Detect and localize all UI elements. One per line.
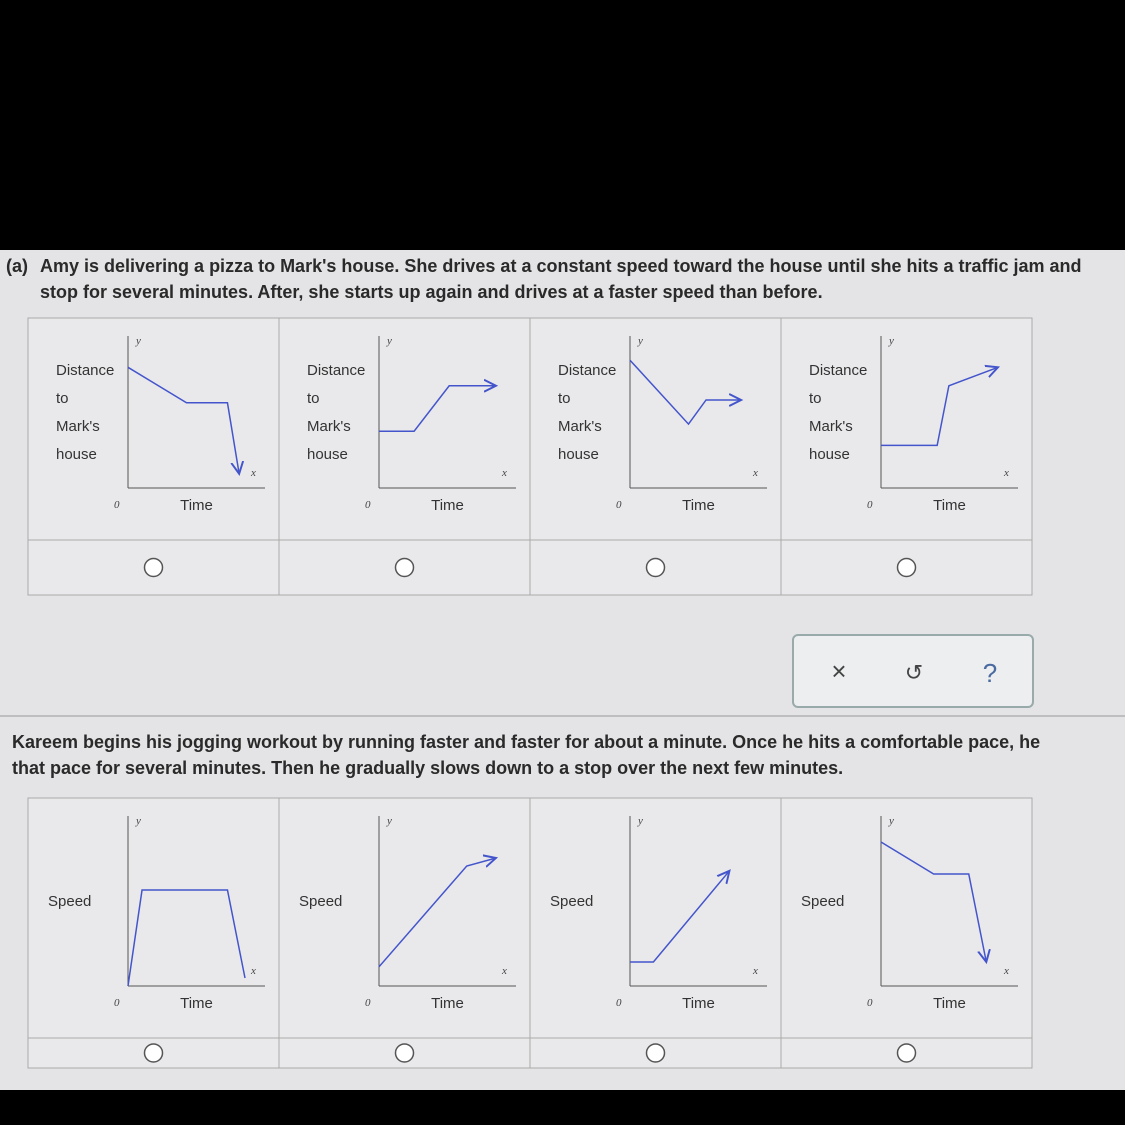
x-label: Time [431, 497, 464, 514]
y-label: to [307, 390, 320, 407]
y-symbol: y [637, 335, 643, 347]
radio-button[interactable] [896, 1043, 917, 1063]
y-label: Mark's [809, 418, 853, 435]
origin: 0 [867, 997, 873, 1009]
question-a-text: Amy is delivering a pizza to Mark's hous… [40, 256, 1082, 276]
x-symbol: x [1003, 467, 1009, 479]
origin: 0 [616, 499, 622, 511]
y-symbol: y [888, 815, 894, 827]
y-label: Distance [558, 362, 616, 379]
question-a-label: (a) [6, 256, 28, 276]
x-symbol: x [250, 467, 256, 479]
y-label: to [558, 390, 571, 407]
y-label: Mark's [307, 418, 351, 435]
radio-button[interactable] [143, 557, 164, 578]
y-label: Speed [801, 893, 844, 910]
x-symbol: x [250, 965, 256, 977]
y-label: Mark's [558, 418, 602, 435]
help-button[interactable]: ? [983, 658, 997, 688]
x-symbol: x [501, 965, 507, 977]
x-label: Time [180, 995, 213, 1012]
graph-line [378, 858, 496, 968]
y-label: house [307, 446, 348, 463]
origin: 0 [365, 499, 371, 511]
graph-line [881, 367, 998, 447]
x-symbol: x [752, 467, 758, 479]
origin: 0 [365, 997, 371, 1009]
question-b-text: Kareem begins his jogging workout by run… [12, 732, 1040, 752]
graph-line [379, 386, 496, 432]
origin: 0 [867, 499, 873, 511]
x-label: Time [180, 497, 213, 514]
y-label: Speed [48, 893, 91, 910]
question-b-text: that pace for several minutes. Then he g… [12, 758, 843, 778]
y-symbol: y [135, 815, 141, 827]
undo-button[interactable]: ↺ [905, 660, 923, 685]
x-symbol: x [501, 467, 507, 479]
x-label: Time [682, 497, 715, 514]
radio-button[interactable] [394, 557, 415, 578]
graph-line [127, 889, 246, 987]
graph-line [880, 841, 986, 962]
close-button[interactable]: × [831, 656, 846, 686]
x-label: Time [933, 497, 966, 514]
graph-line [629, 359, 741, 426]
x-label: Time [431, 995, 464, 1012]
y-symbol: y [135, 335, 141, 347]
origin: 0 [114, 499, 120, 511]
y-label: Distance [56, 362, 114, 379]
x-symbol: x [1003, 965, 1009, 977]
y-label: house [809, 446, 850, 463]
y-label: to [56, 390, 69, 407]
graph-line [127, 366, 239, 474]
x-label: Time [933, 995, 966, 1012]
y-symbol: y [888, 335, 894, 347]
y-label: Distance [307, 362, 365, 379]
question-a-text: stop for several minutes. After, she sta… [40, 282, 823, 302]
y-symbol: y [637, 815, 643, 827]
radio-button[interactable] [896, 557, 917, 578]
y-label: Speed [550, 893, 593, 910]
toolbar [792, 634, 1034, 708]
y-label: Distance [809, 362, 867, 379]
x-label: Time [682, 995, 715, 1012]
radio-button[interactable] [143, 1043, 164, 1063]
origin: 0 [114, 997, 120, 1009]
origin: 0 [616, 997, 622, 1009]
y-label: house [56, 446, 97, 463]
y-label: to [809, 390, 822, 407]
y-symbol: y [386, 335, 392, 347]
radio-button[interactable] [394, 1043, 415, 1063]
radio-button[interactable] [645, 557, 666, 578]
y-label: Mark's [56, 418, 100, 435]
y-label: house [558, 446, 599, 463]
y-label: Speed [299, 893, 342, 910]
radio-button[interactable] [645, 1043, 666, 1063]
x-symbol: x [752, 965, 758, 977]
graph-line [630, 871, 729, 963]
y-symbol: y [386, 815, 392, 827]
